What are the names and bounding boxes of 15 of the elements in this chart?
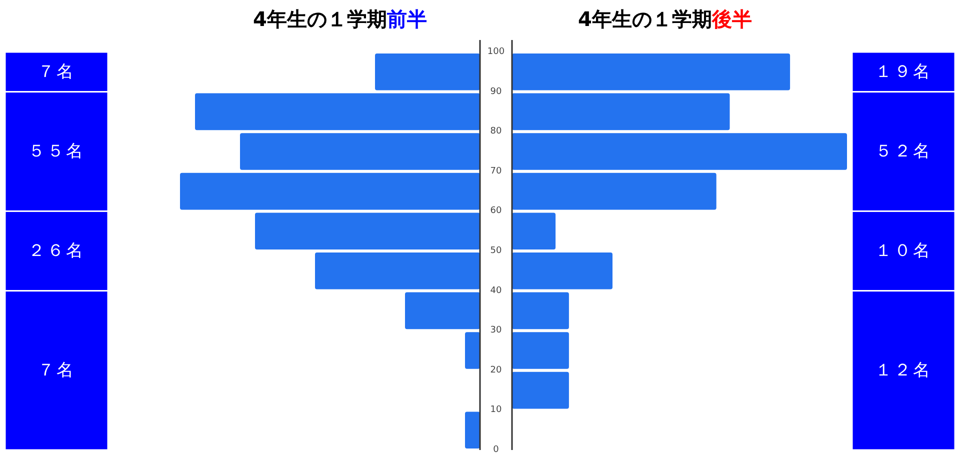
text: １２名 (875, 360, 932, 380)
y-tick-label: 80 (490, 126, 502, 137)
y-tick-label: 40 (490, 286, 502, 296)
chart-title: 4年生の１学期前半 (253, 7, 427, 31)
chart-title: 4年生の１学期後半 (578, 7, 752, 31)
y-tick-label: 60 (490, 206, 502, 216)
y-tick-label: 20 (490, 365, 502, 376)
y-tick-label: 90 (490, 86, 502, 97)
y-tick-label: 50 (490, 246, 502, 256)
y-tick-label: 70 (490, 166, 502, 176)
y-tick-label: 10 (490, 405, 502, 416)
text: ７名 (38, 360, 76, 380)
y-tick-label: 0 (493, 445, 500, 454)
y-tick-label: 100 (487, 47, 505, 57)
y-tick-label: 30 (490, 326, 502, 336)
